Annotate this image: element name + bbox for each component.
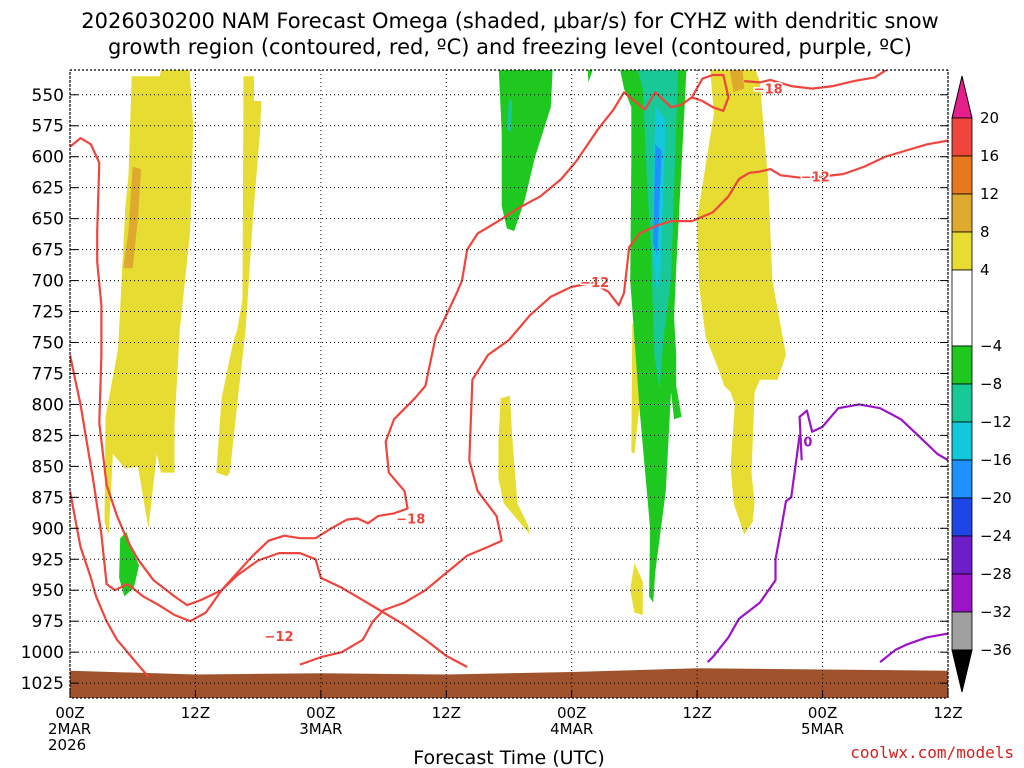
y-tick-label-575: 575 bbox=[32, 117, 64, 137]
colorbar-band-0 bbox=[951, 117, 973, 157]
colorbar-label-8: −16 bbox=[980, 451, 1012, 469]
freezing-contour-1 bbox=[706, 435, 801, 663]
plot-frame bbox=[69, 69, 949, 699]
y-tick-label-650: 650 bbox=[32, 210, 64, 230]
y-tick-label-675: 675 bbox=[32, 241, 64, 261]
colorbar-label-0: 20 bbox=[980, 109, 999, 127]
colorbar-band-4 bbox=[951, 269, 973, 347]
colorbar-label-2: 12 bbox=[980, 185, 999, 203]
y-tick-label-1000: 1000 bbox=[21, 643, 64, 663]
colorbar-band-5 bbox=[951, 345, 973, 385]
y-tick-label-950: 950 bbox=[32, 581, 64, 601]
plot-content: −18 −18 −12 −12 −12 0 bbox=[70, 70, 948, 698]
colorbar-label-5: −4 bbox=[980, 337, 1002, 355]
dgz-contour-3 bbox=[70, 137, 468, 668]
colorbar-band-7 bbox=[951, 421, 973, 461]
x-tick-label-72-0: 00Z bbox=[808, 704, 837, 722]
y-tick-label-600: 600 bbox=[32, 148, 64, 168]
y-tick-label-825: 825 bbox=[32, 426, 64, 446]
colorbar-bottom-arrow bbox=[951, 649, 973, 693]
colorbar-label-1: 16 bbox=[980, 147, 999, 165]
ground-band bbox=[70, 668, 948, 698]
colorbar-band-6 bbox=[951, 383, 973, 423]
dgz-contour-label-1: −18 bbox=[754, 83, 783, 98]
omega-shade-8 bbox=[498, 70, 553, 231]
y-tick-label-975: 975 bbox=[32, 612, 64, 632]
freezing-contour-2 bbox=[879, 632, 948, 663]
y-tick-label-800: 800 bbox=[32, 395, 64, 415]
y-tick-label-850: 850 bbox=[32, 457, 64, 477]
x-tick-label-24-1: 3MAR bbox=[299, 720, 342, 738]
colorbar-band-8 bbox=[951, 459, 973, 499]
omega-shade-5 bbox=[630, 563, 643, 615]
colorbar-band-2 bbox=[951, 193, 973, 233]
omega-shade-3 bbox=[498, 395, 530, 535]
omega-shade-9 bbox=[506, 98, 513, 132]
x-tick-label-0-0: 00Z bbox=[55, 704, 84, 722]
omega-shade-2 bbox=[216, 76, 262, 477]
colorbar-label-9: −20 bbox=[980, 489, 1012, 507]
x-tick-label-36-0: 12Z bbox=[432, 704, 461, 722]
colorbar-band-11 bbox=[951, 573, 973, 613]
dgz-contour-label-0: −18 bbox=[396, 512, 425, 527]
colorbar: 20 16 12 8 4 −4 −8 −12 −16 −20 −24 −28 −32 −36 bbox=[951, 75, 1012, 693]
colorbar-band-3 bbox=[951, 231, 973, 271]
y-tick-label-875: 875 bbox=[32, 488, 64, 508]
credit-text[interactable]: coolwx.com/models bbox=[850, 743, 1014, 762]
omega-shade-15 bbox=[119, 532, 139, 597]
omega-shade-14 bbox=[653, 144, 662, 256]
x-tick-label-12-0: 12Z bbox=[181, 704, 210, 722]
colorbar-top-arrow bbox=[951, 75, 973, 119]
dgz-contour-4 bbox=[299, 139, 948, 666]
y-tick-label-725: 725 bbox=[32, 303, 64, 323]
x-tick-label-48-0: 00Z bbox=[557, 704, 586, 722]
plot-area: −18 −18 −12 −12 −12 0 550 575 600 625 650 675 700 725… bbox=[21, 69, 963, 754]
y-tick-label-700: 700 bbox=[32, 272, 64, 292]
gridlines bbox=[69, 70, 949, 698]
omega-shade-10 bbox=[587, 70, 593, 83]
colorbar-label-6: −8 bbox=[980, 375, 1002, 393]
x-tick-label-84-0: 12Z bbox=[933, 704, 962, 722]
y-tick-label-925: 925 bbox=[32, 550, 64, 570]
dgz-contour-label-3: −12 bbox=[580, 276, 609, 291]
x-tick-label-72-1: 5MAR bbox=[801, 720, 844, 738]
x-axis-label: Forecast Time (UTC) bbox=[413, 747, 604, 768]
y-tick-label-550: 550 bbox=[32, 86, 64, 106]
colorbar-label-11: −28 bbox=[980, 565, 1012, 583]
colorbar-label-10: −24 bbox=[980, 527, 1012, 545]
chart-title-line2: growth region (contoured, red, ºC) and f… bbox=[108, 35, 912, 59]
y-tick-label-900: 900 bbox=[32, 519, 64, 539]
dgz-contour-2 bbox=[744, 70, 889, 90]
colorbar-band-9 bbox=[951, 497, 973, 537]
freezing-contour-0 bbox=[798, 403, 948, 462]
omega-shade-0 bbox=[104, 70, 194, 535]
omega-shade-7 bbox=[729, 70, 745, 93]
dgz-contour-label-4: −12 bbox=[801, 171, 830, 186]
colorbar-label-13: −36 bbox=[980, 641, 1012, 659]
colorbar-label-7: −12 bbox=[980, 413, 1012, 431]
freezing-contour-label-0: 0 bbox=[803, 436, 812, 451]
x-tick-label-0-1: 2MAR bbox=[48, 720, 91, 738]
chart-title-line1: 2026030200 NAM Forecast Omega (shaded, μ… bbox=[81, 9, 938, 33]
x-tick-label-0-2: 2026 bbox=[48, 736, 86, 754]
colorbar-label-12: −32 bbox=[980, 603, 1012, 621]
y-tick-label-625: 625 bbox=[32, 179, 64, 199]
colorbar-band-12 bbox=[951, 611, 973, 651]
colorbar-label-4: 4 bbox=[980, 261, 990, 279]
colorbar-band-1 bbox=[951, 155, 973, 195]
omega-shade-6 bbox=[697, 70, 786, 535]
omega-shade-1 bbox=[123, 166, 142, 269]
colorbar-band-10 bbox=[951, 535, 973, 575]
y-tick-label-1025: 1025 bbox=[21, 674, 64, 694]
x-tick-label-24-0: 00Z bbox=[306, 704, 335, 722]
x-tick-label-48-1: 4MAR bbox=[550, 720, 593, 738]
x-tick-label-60-0: 12Z bbox=[682, 704, 711, 722]
colorbar-label-3: 8 bbox=[980, 223, 990, 241]
dgz-contour-1 bbox=[70, 73, 730, 623]
y-tick-label-775: 775 bbox=[32, 364, 64, 384]
y-tick-label-750: 750 bbox=[32, 334, 64, 354]
dgz-contour-label-2: −12 bbox=[265, 630, 294, 645]
